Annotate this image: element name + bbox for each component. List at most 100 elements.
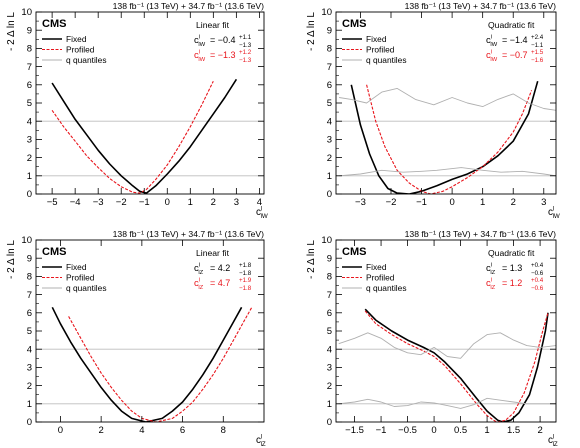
y-tick-label: 8 [27, 272, 32, 283]
x-tick-label: −2 [116, 197, 127, 208]
y-tick-label: 4 [327, 116, 332, 127]
y-tick-label: 5 [327, 326, 332, 337]
result-symbol: cl lW [486, 50, 498, 63]
y-tick-label: 7 [327, 290, 332, 301]
x-tick-label: −2 [386, 197, 397, 208]
x-tick-label: 3 [541, 197, 546, 208]
legend-label: Fixed [66, 262, 87, 272]
legend-label: Profiled [366, 273, 395, 283]
series-fixed [51, 78, 238, 194]
y-tick-label: 0 [27, 417, 32, 428]
x-tick-label: −1 [376, 425, 387, 436]
result-err-down: −1.6 [531, 57, 544, 64]
x-tick-label: −0.5 [398, 425, 417, 436]
experiment-label: CMS [342, 246, 366, 258]
x-tick-label: −1 [139, 197, 150, 208]
result-value: = −1.4 [502, 35, 528, 45]
y-tick-label: 8 [327, 272, 332, 283]
panel-1: 138 fb⁻¹ (13 TeV) + 34.7 fb⁻¹ (13.6 TeV)… [6, 1, 268, 220]
x-tick-label: 8 [221, 425, 226, 436]
y-tick-label: 1 [327, 171, 332, 182]
lumi-header: 138 fb⁻¹ (13 TeV) + 34.7 fb⁻¹ (13.6 TeV) [113, 229, 264, 239]
result-err-down: −1.3 [239, 57, 252, 64]
y-tick-label: 8 [27, 44, 32, 55]
legend-label: q quantiles [366, 55, 407, 65]
result-err-up: +1.2 [239, 49, 252, 56]
result-value: = 4.7 [210, 278, 230, 288]
panel-3: 138 fb⁻¹ (13 TeV) + 34.7 fb⁻¹ (13.6 TeV)… [6, 229, 266, 448]
y-tick-label: 1 [27, 171, 32, 182]
y-tick-label: 3 [27, 135, 32, 146]
legend-label: q quantiles [66, 283, 107, 293]
legend-label: Profiled [366, 45, 395, 55]
y-tick-label: 7 [327, 62, 332, 73]
y-tick-label: 9 [327, 25, 332, 36]
fit-label: Linear fit [196, 20, 230, 30]
x-axis-label: cl lZ [548, 434, 558, 448]
result-err-down: −1.3 [239, 42, 252, 49]
y-tick-label: 10 [21, 7, 32, 18]
result-value: = −0.7 [502, 50, 528, 60]
x-tick-label: 4 [257, 197, 262, 208]
x-tick-label: −1 [416, 197, 427, 208]
y-tick-label: 9 [327, 253, 332, 264]
y-tick-label: 5 [327, 98, 332, 109]
panel-4: 138 fb⁻¹ (13 TeV) + 34.7 fb⁻¹ (13.6 TeV)… [306, 229, 558, 448]
x-tick-label: −1.5 [345, 425, 364, 436]
x-tick-label: −3 [93, 197, 104, 208]
experiment-label: CMS [42, 246, 66, 258]
result-err-up: +1.9 [239, 277, 252, 284]
x-tick-label: 2 [511, 197, 516, 208]
result-err-down: −0.6 [531, 270, 544, 277]
series-quantile [339, 167, 556, 177]
result-err-up: +1.8 [239, 262, 252, 269]
legend-label: Profiled [66, 45, 95, 55]
result-err-down: −0.6 [531, 285, 544, 292]
x-tick-label: 3 [234, 197, 239, 208]
y-tick-label: 6 [27, 308, 32, 319]
y-tick-label: 4 [27, 344, 32, 355]
x-tick-label: 2 [537, 425, 542, 436]
result-symbol: cl lZ [194, 263, 204, 276]
result-err-down: −1.1 [531, 42, 544, 49]
y-tick-label: 1 [27, 399, 32, 410]
result-symbol: cl lZ [486, 263, 496, 276]
y-axis-label: - 2 Δ ln L [306, 240, 317, 279]
result-err-up: +2.4 [531, 34, 544, 41]
result-symbol: cl lZ [194, 278, 204, 291]
y-tick-label: 4 [327, 344, 332, 355]
result-err-up: +1.5 [531, 49, 544, 56]
result-err-down: −1.8 [239, 270, 252, 277]
y-axis-label: - 2 Δ ln L [306, 12, 317, 51]
y-tick-label: 0 [327, 417, 332, 428]
y-tick-label: 6 [27, 80, 32, 91]
x-tick-label: 0 [58, 425, 63, 436]
lumi-header: 138 fb⁻¹ (13 TeV) + 34.7 fb⁻¹ (13.6 TeV) [405, 229, 556, 239]
result-value: = 4.2 [210, 263, 230, 273]
result-symbol: cl lW [486, 35, 498, 48]
y-tick-label: 3 [327, 363, 332, 374]
x-tick-label: −4 [70, 197, 81, 208]
x-tick-label: −3 [355, 197, 366, 208]
x-tick-label: 2 [98, 425, 103, 436]
series-fixed [350, 80, 539, 194]
fit-label: Linear fit [196, 248, 230, 258]
result-symbol: cl lW [194, 50, 206, 63]
panel-2: 138 fb⁻¹ (13 TeV) + 34.7 fb⁻¹ (13.6 TeV)… [306, 1, 560, 220]
lumi-header: 138 fb⁻¹ (13 TeV) + 34.7 fb⁻¹ (13.6 TeV) [113, 1, 264, 11]
legend-label: q quantiles [66, 55, 107, 65]
legend-label: Fixed [66, 34, 87, 44]
fit-label: Quadratic fit [488, 248, 535, 258]
series-fixed [364, 308, 549, 422]
series-profiled [68, 307, 253, 422]
x-tick-label: 0 [165, 197, 170, 208]
x-tick-label: 6 [180, 425, 185, 436]
series-profiled [366, 84, 533, 194]
series-quantile [338, 397, 556, 409]
lumi-header: 138 fb⁻¹ (13 TeV) + 34.7 fb⁻¹ (13.6 TeV) [405, 1, 556, 11]
x-axis-label: cl lW [548, 206, 560, 221]
result-value: = 1.2 [502, 278, 522, 288]
x-tick-label: 4 [139, 425, 144, 436]
y-tick-label: 2 [327, 153, 332, 164]
